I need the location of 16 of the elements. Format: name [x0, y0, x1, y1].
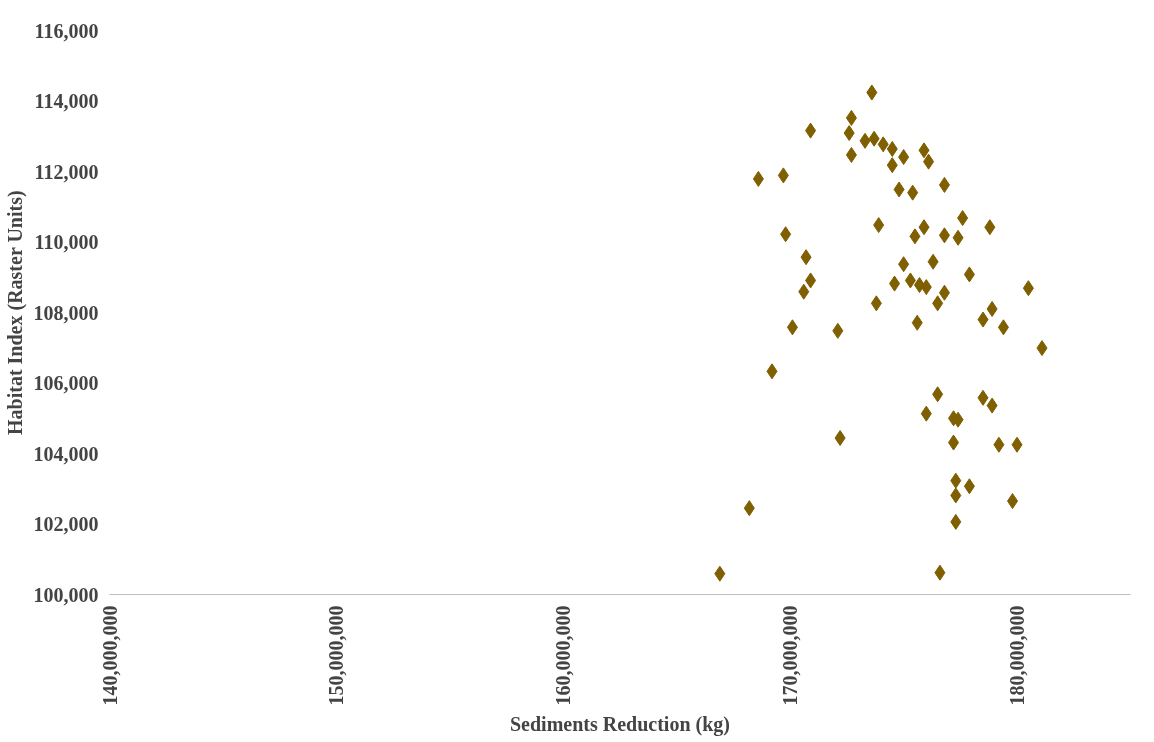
y-tick-label: 104,000 — [33, 442, 99, 465]
y-tick-label: 102,000 — [33, 513, 99, 535]
y-tick-label: 110,000 — [34, 231, 99, 253]
x-tick-label: 180,000,000 — [1006, 605, 1029, 706]
y-tick-label: 100,000 — [33, 583, 99, 606]
y-tick-label: 106,000 — [33, 372, 99, 394]
y-axis-title: Habitat Index (Raster Units) — [3, 190, 27, 435]
x-tick-label: 160,000,000 — [552, 605, 575, 706]
y-tick-label: 108,000 — [33, 301, 99, 324]
x-tick-label: 170,000,000 — [779, 605, 802, 706]
y-tick-label: 112,000 — [34, 160, 99, 183]
x-tick-label: 140,000,000 — [98, 605, 121, 706]
x-axis-title: Sediments Reduction (kg) — [510, 713, 731, 737]
y-tick-label: 116,000 — [34, 19, 99, 42]
y-tick-label: 114,000 — [34, 90, 99, 112]
x-tick-label: 150,000,000 — [325, 605, 348, 706]
